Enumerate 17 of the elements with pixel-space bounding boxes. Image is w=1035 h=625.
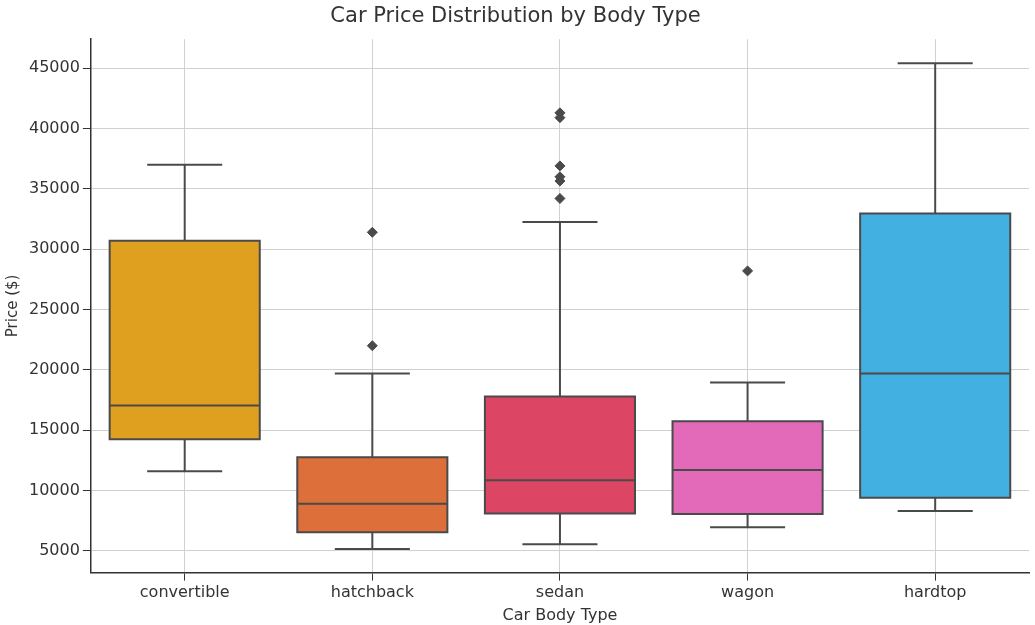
x-tick-label: sedan <box>535 582 585 602</box>
x-tick-label: hatchback <box>330 582 415 602</box>
y-tick-label: 15000 <box>28 419 80 439</box>
x-tick-label: wagon <box>721 582 775 602</box>
x-tick-label: hardtop <box>903 582 967 602</box>
y-tick-label: 20000 <box>28 359 80 379</box>
y-tick-label: 45000 <box>28 57 80 77</box>
x-tick-label: convertible <box>139 582 230 602</box>
y-tick-label: 25000 <box>28 298 80 318</box>
chart-title: Car Price Distribution by Body Type <box>330 3 701 28</box>
y-axis-title: Price ($) <box>2 274 21 338</box>
x-axis-title: Car Body Type <box>502 604 618 624</box>
y-tick-label: 35000 <box>28 178 80 197</box>
y-tick-label: 30000 <box>28 238 80 258</box>
y-tick-label: 40000 <box>28 117 80 137</box>
y-tick-label: 5000 <box>39 540 80 560</box>
y-tick-label: 10000 <box>28 479 80 499</box>
